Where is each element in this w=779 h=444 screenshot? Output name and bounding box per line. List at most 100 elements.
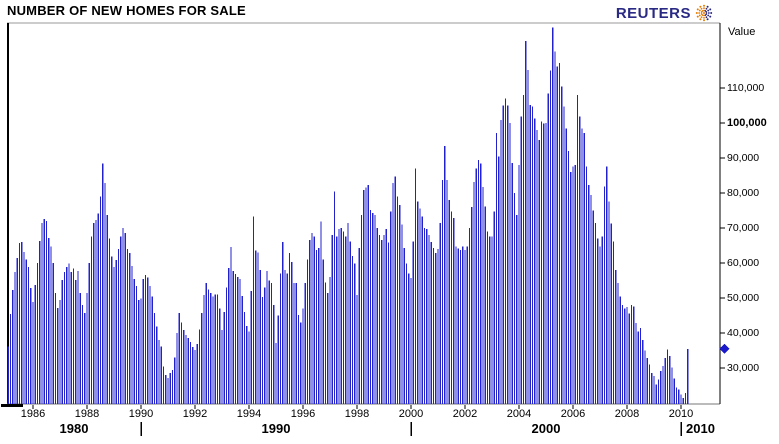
- bar: [88, 263, 90, 404]
- bar: [428, 235, 430, 404]
- x-tick-label: 1986: [20, 408, 46, 420]
- bar: [383, 235, 385, 404]
- bar: [340, 228, 342, 404]
- bar: [464, 250, 466, 404]
- bar: [495, 133, 498, 404]
- bar: [489, 236, 491, 404]
- bar: [16, 257, 18, 404]
- x-tick-label: 1988: [74, 408, 100, 420]
- bar: [612, 241, 615, 404]
- bar: [259, 270, 261, 404]
- bar: [459, 250, 462, 404]
- bar: [642, 340, 644, 404]
- bar: [93, 223, 95, 404]
- bar: [302, 308, 304, 404]
- bar: [275, 343, 277, 404]
- axis-start-marker: [1, 404, 23, 407]
- bar: [556, 66, 558, 405]
- bar: [446, 180, 448, 404]
- reuters-globe-icon: [695, 4, 713, 22]
- bar: [457, 248, 459, 404]
- bar: [367, 184, 369, 404]
- y-tick-label: 110,000: [727, 81, 765, 94]
- page-title: NUMBER OF NEW HOMES FOR SALE: [7, 3, 246, 18]
- bar: [39, 240, 41, 404]
- y-tick-label: 100,000: [727, 116, 767, 129]
- bar: [68, 263, 70, 404]
- bar: [52, 263, 54, 404]
- bar: [142, 279, 144, 404]
- bar: [165, 375, 167, 404]
- bar: [117, 249, 120, 404]
- bar: [169, 372, 171, 404]
- bar: [183, 329, 185, 404]
- bar: [651, 372, 653, 404]
- bar: [653, 376, 655, 404]
- bar: [257, 252, 259, 404]
- plot-left-border: [7, 23, 9, 404]
- bar: [486, 231, 489, 404]
- bar: [675, 387, 678, 404]
- bar: [225, 287, 228, 404]
- x-tick-label: 2004: [506, 408, 532, 420]
- bar: [403, 247, 405, 404]
- value-axis-label: Value: [728, 26, 756, 38]
- bar: [30, 287, 32, 404]
- bar: [437, 249, 439, 404]
- bar: [345, 236, 347, 404]
- bar: [441, 180, 444, 404]
- bar: [324, 282, 327, 404]
- bar: [462, 246, 464, 404]
- bar: [687, 348, 689, 404]
- x-tick-label: 2008: [614, 408, 640, 420]
- bar: [516, 215, 518, 404]
- bar: [151, 296, 153, 404]
- bar: [396, 196, 399, 404]
- bar: [246, 326, 248, 404]
- bar: [635, 322, 637, 404]
- bar: [279, 273, 282, 404]
- bar: [561, 86, 563, 404]
- bar: [372, 212, 374, 404]
- bar: [408, 273, 410, 404]
- bar: [581, 128, 583, 404]
- bar: [419, 208, 421, 404]
- bar: [86, 293, 88, 404]
- bar: [399, 204, 401, 404]
- bar: [167, 378, 169, 404]
- bar: [131, 265, 133, 404]
- bar: [507, 105, 509, 404]
- decade-label: 1980: [59, 421, 89, 436]
- bar: [365, 187, 367, 404]
- bar: [482, 187, 484, 404]
- x-tick-label: 1994: [236, 408, 262, 420]
- bar: [657, 379, 660, 404]
- bar: [221, 329, 223, 404]
- bar: [432, 247, 435, 404]
- bar: [552, 27, 554, 404]
- bar: [444, 145, 446, 404]
- bar: [268, 280, 270, 404]
- bar: [102, 163, 104, 404]
- bar: [590, 195, 592, 404]
- bar: [646, 357, 648, 404]
- decade-label: 2010: [686, 421, 715, 436]
- bar: [648, 364, 651, 404]
- bar: [426, 229, 428, 404]
- bar: [318, 247, 320, 404]
- bar: [306, 259, 309, 404]
- bar: [633, 306, 635, 404]
- bar: [63, 271, 66, 404]
- bar: [205, 282, 207, 404]
- x-tick-label: 2000: [398, 408, 424, 420]
- bar: [354, 263, 356, 404]
- bar: [212, 296, 214, 404]
- bar: [234, 273, 237, 404]
- bar: [531, 106, 534, 405]
- bar: [327, 293, 329, 404]
- bar: [381, 239, 383, 404]
- bar: [264, 287, 266, 404]
- bar: [57, 308, 59, 404]
- bar: [601, 236, 603, 404]
- bar: [162, 366, 165, 404]
